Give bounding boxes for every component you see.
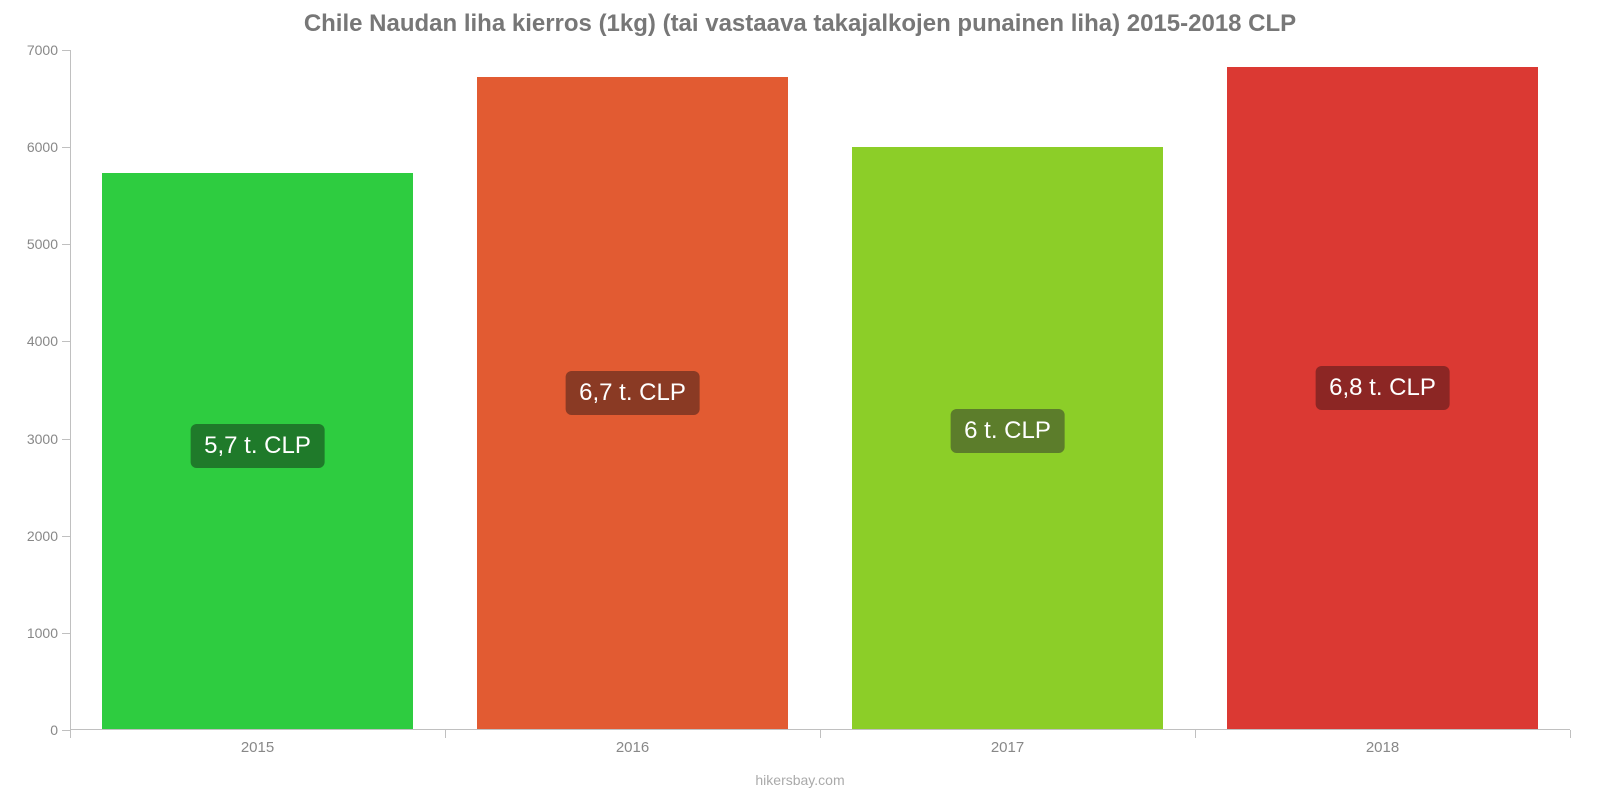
x-tick-label: 2018 [1366,739,1399,756]
y-tick-label: 7000 [0,42,58,58]
y-tick-mark [62,536,70,537]
y-tick-label: 3000 [0,431,58,447]
y-tick-label: 0 [0,722,58,738]
x-tick-label: 2015 [241,739,274,756]
x-tick-label: 2016 [616,739,649,756]
bar-value-label: 5,7 t. CLP [190,424,325,468]
bar-value-label: 6,7 t. CLP [565,371,700,415]
y-tick-label: 2000 [0,528,58,544]
y-tick-mark [62,244,70,245]
y-tick-mark [62,633,70,634]
plot-area: 5,7 t. CLP 6,7 t. CLP 6 t. CLP 6,8 t. CLP [70,50,1570,730]
y-tick-label: 1000 [0,625,58,641]
x-axis-line [70,729,1570,730]
attribution: hikersbay.com [0,772,1600,788]
x-axis-labels: 2015 2016 2017 2018 [70,735,1570,760]
bar-value-label: 6,8 t. CLP [1315,366,1450,410]
x-tick-mark [1570,730,1571,738]
bar-value-label: 6 t. CLP [950,409,1065,453]
y-tick-mark [62,50,70,51]
y-tick-label: 4000 [0,333,58,349]
y-tick-mark [62,147,70,148]
y-tick-label: 6000 [0,139,58,155]
chart-container: Chile Naudan liha kierros (1kg) (tai vas… [0,0,1600,800]
y-tick-mark [62,730,70,731]
y-tick-mark [62,439,70,440]
chart-title: Chile Naudan liha kierros (1kg) (tai vas… [0,0,1600,38]
y-axis: 01000200030004000500060007000 [0,50,70,730]
y-tick-mark [62,341,70,342]
y-tick-label: 5000 [0,236,58,252]
x-tick-label: 2017 [991,739,1024,756]
